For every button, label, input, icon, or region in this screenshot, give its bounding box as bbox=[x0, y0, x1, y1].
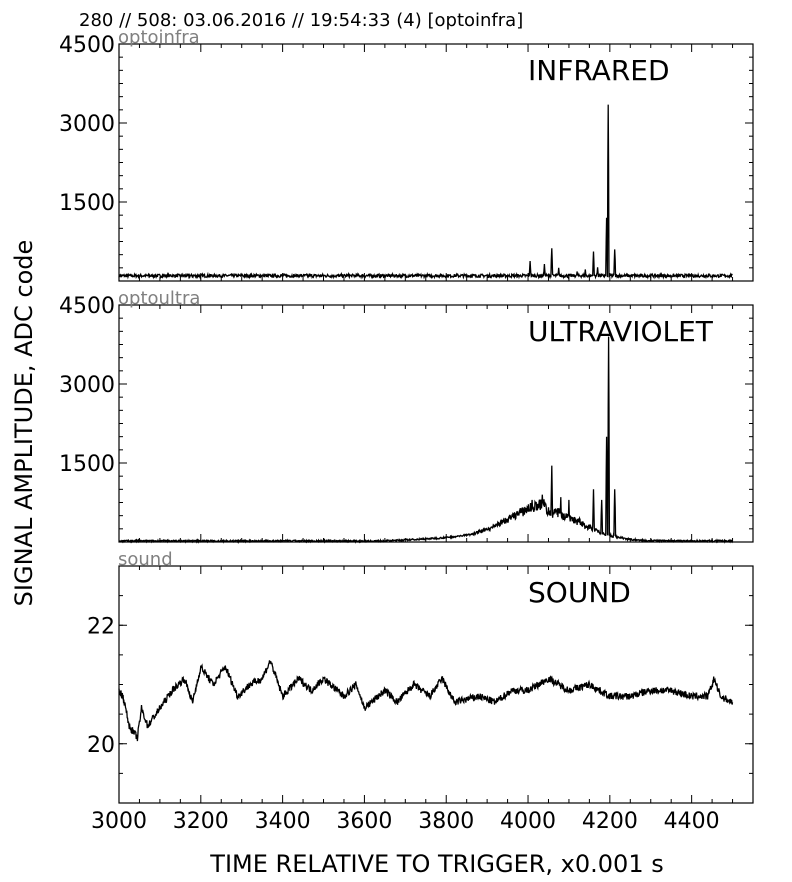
channel-label: sound bbox=[118, 549, 173, 570]
y-tick-label: 3000 bbox=[59, 373, 115, 398]
y-axis-label: SIGNAL AMPLITUDE, ADC code bbox=[10, 240, 38, 607]
x-tick-label: 3600 bbox=[336, 809, 392, 834]
channel-label: optoultra bbox=[118, 288, 200, 309]
series-line-optoinfra bbox=[118, 104, 733, 280]
series-line-optoultra bbox=[118, 336, 734, 545]
y-tick-label: 3000 bbox=[59, 112, 115, 137]
y-tick-label: 22 bbox=[87, 614, 115, 639]
panel-title: SOUND bbox=[528, 576, 631, 609]
x-tick-label: 3200 bbox=[173, 809, 229, 834]
x-tick-label: 4000 bbox=[500, 809, 556, 834]
x-tick-label: 4400 bbox=[664, 809, 720, 834]
x-tick-label: 3000 bbox=[91, 809, 147, 834]
x-axis-label: TIME RELATIVE TO TRIGGER, x0.001 s bbox=[209, 850, 663, 878]
x-tick-label: 3400 bbox=[255, 809, 311, 834]
panel-optoultra: 1500 3000 4500 optoultra ULTRAVIOLET bbox=[59, 288, 754, 545]
y-tick-label: 4500 bbox=[59, 33, 115, 58]
x-tick-label: 4200 bbox=[582, 809, 638, 834]
channel-label: optoinfra bbox=[118, 27, 200, 48]
series-line-sound bbox=[118, 660, 734, 742]
panel-title: ULTRAVIOLET bbox=[528, 315, 714, 348]
y-tick-label: 4500 bbox=[59, 294, 115, 319]
y-tick-label: 1500 bbox=[59, 452, 115, 477]
panel-optoinfra: 1500 3000 4500 optoinfra INFRARED bbox=[59, 27, 754, 282]
panel-title: INFRARED bbox=[528, 54, 670, 87]
y-tick-label: 1500 bbox=[59, 191, 115, 216]
y-tick-label: 20 bbox=[87, 733, 115, 758]
x-tick-label: 3800 bbox=[418, 809, 474, 834]
figure-header: 280 // 508: 03.06.2016 // 19:54:33 (4) [… bbox=[79, 10, 523, 31]
panel-sound: 20 22 sound SOUND bbox=[87, 549, 754, 804]
